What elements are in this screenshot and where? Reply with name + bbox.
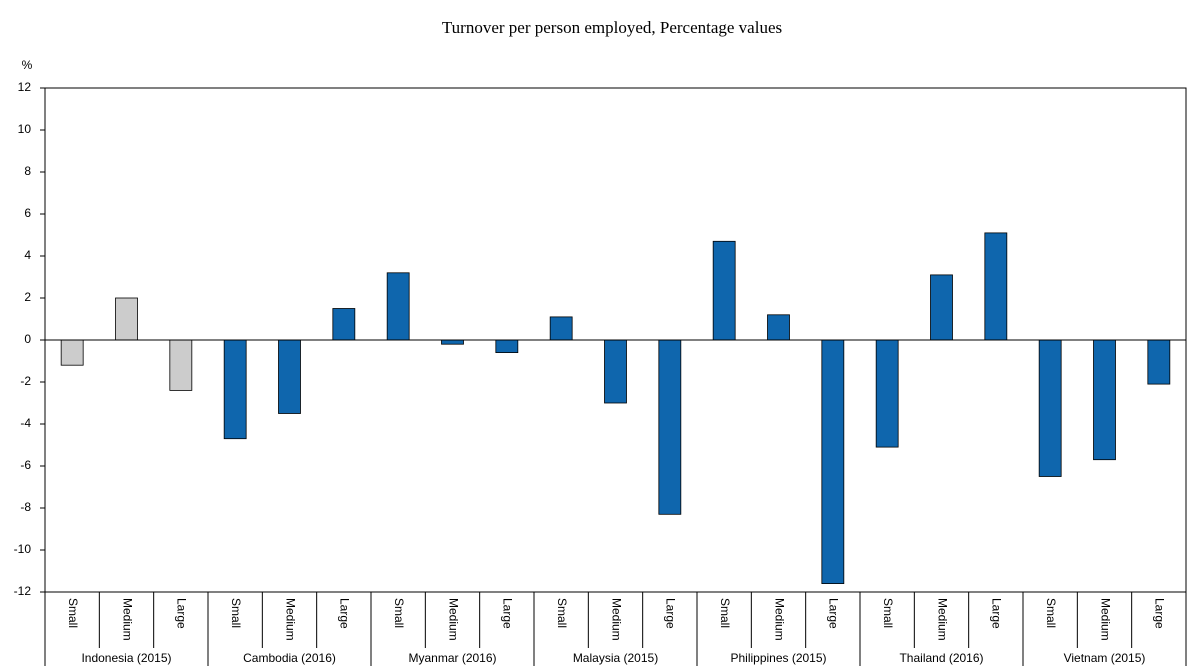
x-tick-label: Small — [718, 598, 732, 628]
chart-title: Turnover per person employed, Percentage… — [442, 18, 782, 37]
x-tick-label: Large — [501, 598, 515, 629]
bar — [604, 339, 627, 404]
y-tick-label: 4 — [24, 248, 31, 262]
x-tick-label: Small — [229, 598, 243, 628]
bar — [875, 339, 899, 448]
bar — [441, 339, 464, 345]
x-tick-label: Large — [1153, 598, 1167, 629]
y-tick-label: -4 — [20, 416, 31, 430]
y-tick-label: 8 — [24, 164, 31, 178]
bar — [658, 339, 682, 515]
group-label: Cambodia (2016) — [243, 651, 336, 665]
group-label: Malaysia (2015) — [573, 651, 658, 665]
y-tick-label: -2 — [20, 374, 31, 388]
y-tick-label: -6 — [20, 458, 31, 472]
x-tick-label: Medium — [120, 598, 134, 641]
x-tick-label: Small — [392, 598, 406, 628]
bar — [386, 272, 410, 341]
y-tick-label: 12 — [18, 80, 32, 94]
x-tick-label: Medium — [935, 598, 949, 641]
x-tick-label: Medium — [446, 598, 460, 641]
group-label: Indonesia (2015) — [81, 651, 171, 665]
x-tick-label: Medium — [1098, 598, 1112, 641]
x-tick-label: Large — [338, 598, 352, 629]
bar — [332, 308, 356, 341]
x-tick-label: Large — [827, 598, 841, 629]
bar — [223, 339, 247, 440]
y-tick-label: 6 — [24, 206, 31, 220]
bar — [821, 339, 845, 585]
x-tick-label: Small — [555, 598, 569, 628]
plot-border — [44, 87, 1187, 593]
y-tick-label: 2 — [24, 290, 31, 304]
x-tick-label: Large — [990, 598, 1004, 629]
x-tick-label: Small — [881, 598, 895, 628]
y-tick-label: -12 — [14, 584, 32, 598]
bar — [1038, 339, 1062, 477]
bar — [495, 339, 519, 354]
x-tick-label: Large — [175, 598, 189, 629]
bar — [169, 339, 193, 391]
bar — [1147, 339, 1171, 385]
y-tick-label: -10 — [14, 542, 32, 556]
group-label: Vietnam (2015) — [1064, 651, 1146, 665]
bar — [930, 274, 953, 341]
bar — [984, 232, 1008, 341]
x-tick-label: Medium — [772, 598, 786, 641]
x-tick-label: Large — [664, 598, 678, 629]
x-tick-label: Medium — [283, 598, 297, 641]
bar — [115, 297, 138, 341]
bar — [1093, 339, 1116, 461]
bar — [767, 314, 790, 341]
bar — [60, 339, 84, 366]
group-label: Thailand (2016) — [899, 651, 983, 665]
bar — [549, 316, 573, 341]
y-unit: % — [22, 58, 33, 72]
x-tick-label: Small — [1044, 598, 1058, 628]
y-tick-label: 10 — [18, 122, 32, 136]
x-tick-label: Small — [66, 598, 80, 628]
y-tick-label: -8 — [20, 500, 31, 514]
y-tick-label: 0 — [24, 332, 31, 346]
group-label: Philippines (2015) — [730, 651, 826, 665]
bar — [278, 339, 301, 414]
bar — [712, 240, 736, 341]
x-tick-label: Medium — [609, 598, 623, 641]
group-label: Myanmar (2016) — [408, 651, 496, 665]
